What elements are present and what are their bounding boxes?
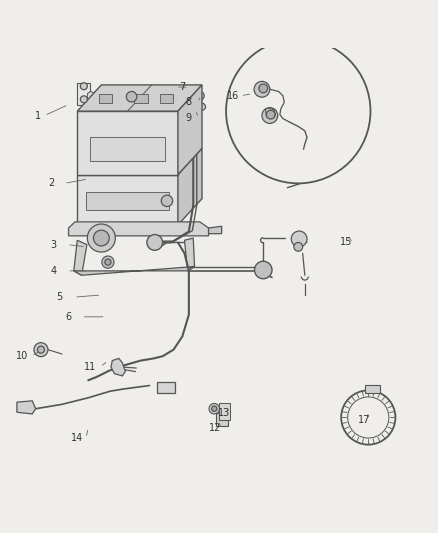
- Polygon shape: [177, 85, 201, 175]
- Text: 13: 13: [217, 408, 230, 418]
- Polygon shape: [17, 401, 35, 414]
- Circle shape: [198, 103, 205, 110]
- Circle shape: [290, 231, 306, 247]
- Polygon shape: [77, 85, 201, 111]
- Text: 10: 10: [16, 351, 28, 361]
- Polygon shape: [177, 148, 201, 225]
- Text: 11: 11: [84, 362, 96, 372]
- Text: 15: 15: [339, 237, 352, 247]
- Bar: [159, 94, 172, 103]
- Polygon shape: [77, 111, 177, 175]
- Text: 14: 14: [71, 433, 83, 443]
- Circle shape: [261, 108, 277, 124]
- Circle shape: [226, 39, 370, 183]
- Circle shape: [105, 259, 111, 265]
- Polygon shape: [74, 266, 194, 275]
- Text: 12: 12: [208, 423, 221, 433]
- Bar: [77, 83, 90, 104]
- Text: 6: 6: [65, 312, 71, 322]
- Text: 3: 3: [50, 240, 56, 249]
- Circle shape: [340, 390, 395, 445]
- Polygon shape: [68, 222, 208, 236]
- Polygon shape: [215, 413, 228, 426]
- Circle shape: [126, 92, 137, 102]
- Polygon shape: [74, 240, 87, 275]
- Text: 4: 4: [50, 266, 56, 276]
- Polygon shape: [77, 175, 177, 225]
- Circle shape: [211, 406, 216, 411]
- Circle shape: [161, 195, 172, 207]
- Bar: [134, 94, 147, 103]
- Circle shape: [258, 84, 267, 93]
- Polygon shape: [111, 358, 125, 376]
- Polygon shape: [184, 238, 194, 271]
- Text: 2: 2: [48, 179, 54, 188]
- Text: 1: 1: [35, 110, 41, 120]
- Circle shape: [80, 83, 87, 90]
- Polygon shape: [208, 226, 221, 233]
- Polygon shape: [176, 92, 186, 101]
- Circle shape: [208, 403, 219, 414]
- Bar: [218, 403, 229, 419]
- Text: 16: 16: [226, 91, 238, 101]
- Bar: [157, 383, 174, 393]
- Circle shape: [147, 235, 162, 251]
- Text: 9: 9: [185, 112, 191, 123]
- Circle shape: [80, 96, 87, 103]
- Bar: [86, 192, 169, 209]
- Circle shape: [254, 261, 272, 279]
- Circle shape: [102, 256, 114, 268]
- Bar: [90, 138, 164, 161]
- Polygon shape: [87, 92, 97, 101]
- Text: 8: 8: [185, 98, 191, 107]
- Circle shape: [87, 224, 115, 252]
- Circle shape: [34, 343, 48, 357]
- Circle shape: [93, 230, 109, 246]
- Circle shape: [195, 92, 204, 100]
- Text: 17: 17: [357, 415, 369, 425]
- Circle shape: [254, 82, 269, 97]
- Polygon shape: [265, 108, 275, 118]
- Circle shape: [266, 110, 275, 119]
- Circle shape: [37, 346, 44, 353]
- Bar: [99, 94, 112, 103]
- Bar: [364, 385, 379, 392]
- Circle shape: [293, 243, 302, 251]
- Text: 5: 5: [57, 292, 63, 302]
- Text: 7: 7: [179, 82, 185, 92]
